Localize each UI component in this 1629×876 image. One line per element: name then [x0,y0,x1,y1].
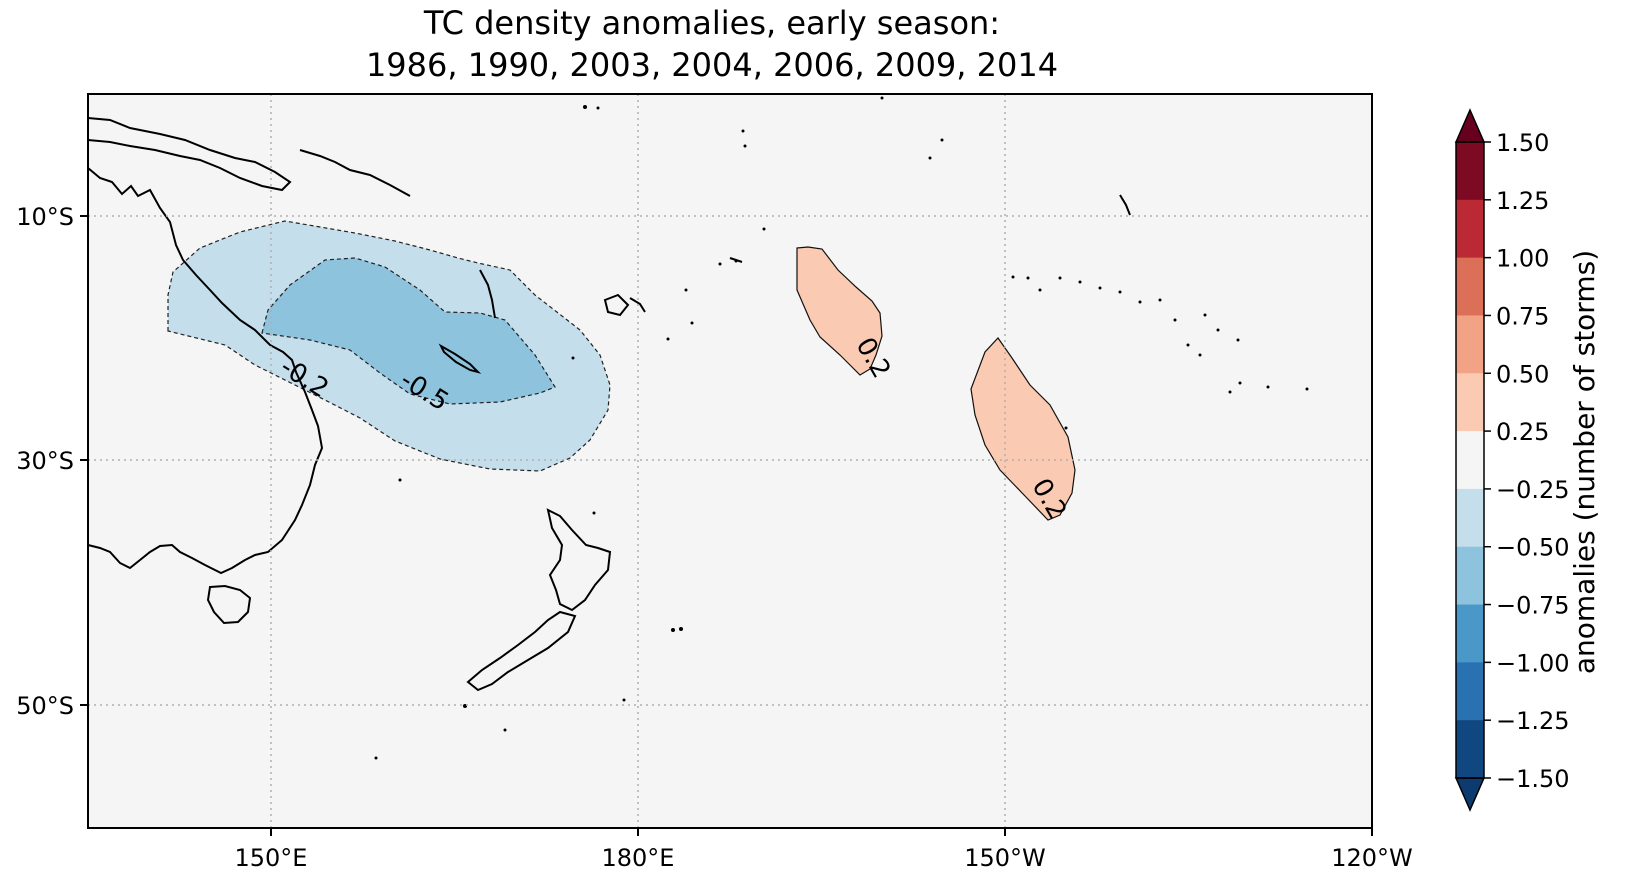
colorbar-tick-label: −1.50 [1496,765,1570,793]
colorbar-tick-label: −1.00 [1496,649,1570,677]
colorbar-extend-top [1454,108,1486,143]
lon-tick-label: 150°E [235,844,308,872]
colorbar-segment [1456,662,1484,721]
colorbar-tick-label: 0.75 [1496,302,1549,330]
colorbar-extend-bottom [1454,777,1486,812]
title-line-2: 1986, 1990, 2003, 2004, 2006, 2009, 2014 [366,46,1058,84]
colorbar-tick-label: 1.25 [1496,187,1549,215]
colorbar-segment [1456,546,1484,606]
new-caledonia-coastline [438,343,482,374]
colorbar-segment [1456,604,1484,663]
colorbar-tick-label: 0.50 [1496,360,1549,388]
tasmania-coastline [206,584,252,625]
axis-ticks [80,215,1373,836]
positive-anomaly-region-1 [796,246,883,376]
small-island-dots [374,96,1309,760]
lon-tick-label: 150°W [964,844,1046,872]
lat-tick-label: 50°S [16,692,74,720]
colorbar-segment [1456,431,1484,490]
title-line-1: TC density anomalies, early season: [423,4,1000,42]
colorbar-segment [1456,488,1484,548]
colorbar-segment [1456,720,1484,779]
colorbar-tick-label: −0.25 [1496,476,1570,504]
lat-tick-label: 10°S [16,203,74,231]
lat-tick-label: 30°S [16,447,74,475]
new-zealand-north-coastline [546,508,612,612]
colorbar-frame [1455,141,1485,779]
australia-coastline [87,167,324,575]
lon-tick-label: 120°W [1331,844,1413,872]
gridlines [88,94,1372,828]
new-zealand-south-coastline [466,610,577,692]
colorbar-tick-label: −0.50 [1496,534,1570,562]
colorbar-tick-label: 1.00 [1496,245,1549,273]
colorbar-segment [1456,315,1484,374]
colorbar-segment [1456,142,1484,201]
negative-anomaly-region-0-5 [261,257,556,405]
colorbar-tick-label: 0.25 [1496,418,1549,446]
new-guinea-coastline [87,117,292,192]
colorbar-label: anomalies (number of storms) [1568,250,1601,674]
colorbar-segment [1456,199,1484,259]
lon-tick-label: 180°E [602,844,675,872]
colorbar-segment [1456,373,1484,432]
colorbar: 1.50 1.25 1.00 0.75 0.50 0.25 −0.25 −0.50 −0.75 −… [1454,108,1570,812]
map-background [88,94,1372,828]
colorbar-tick-label: −1.25 [1496,707,1570,735]
colorbar-tick-label: −0.75 [1496,592,1570,620]
colorbar-segment [1456,257,1484,316]
colorbar-tick-label: 1.50 [1496,129,1549,157]
map-panel: -0.2 -0.5 0.2 0.2 150°E 180°E 150°W 120°… [16,93,1413,872]
